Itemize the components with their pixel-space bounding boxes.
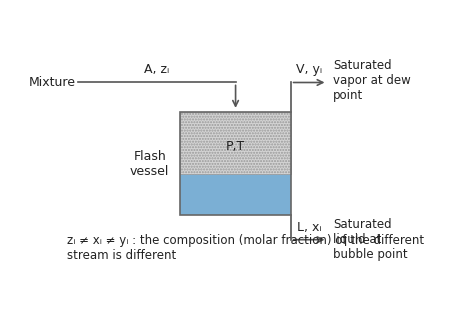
Text: zᵢ ≠ xᵢ ≠ yᵢ : the composition (molar fraction) of the different
stream is diffe: zᵢ ≠ xᵢ ≠ yᵢ : the composition (molar fr… bbox=[66, 234, 424, 262]
Text: L, xᵢ: L, xᵢ bbox=[297, 220, 321, 234]
Bar bbox=[181, 174, 291, 215]
Text: Flash
vessel: Flash vessel bbox=[130, 150, 170, 178]
Text: Mixture: Mixture bbox=[29, 76, 76, 89]
Text: Saturated
vapor at dew
point: Saturated vapor at dew point bbox=[333, 59, 410, 101]
Bar bbox=[181, 112, 291, 215]
Text: A, zᵢ: A, zᵢ bbox=[144, 63, 169, 76]
Bar bbox=[181, 112, 291, 174]
Text: P,T: P,T bbox=[226, 139, 245, 152]
Text: Saturated
liquid at
bubble point: Saturated liquid at bubble point bbox=[333, 218, 408, 261]
Text: V, yᵢ: V, yᵢ bbox=[296, 63, 322, 76]
